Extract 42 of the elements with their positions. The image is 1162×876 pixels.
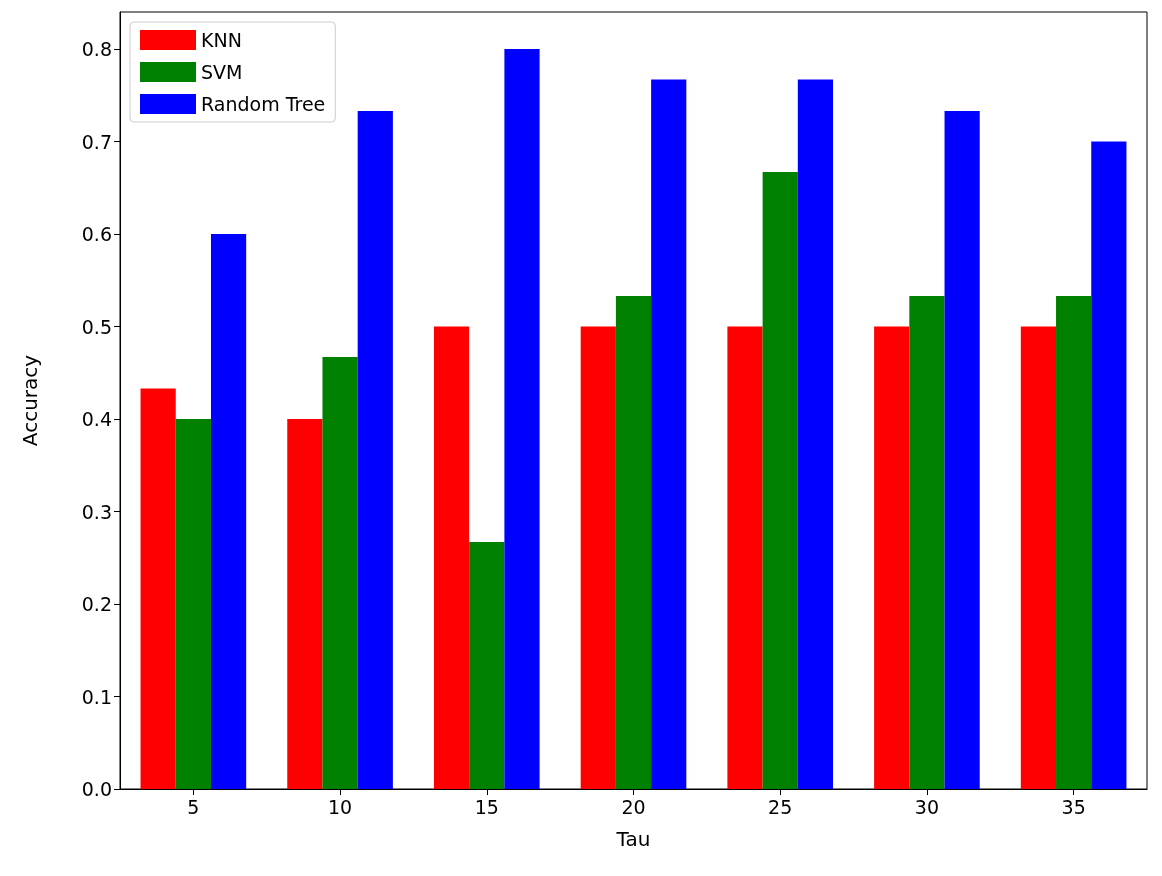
bar	[874, 326, 910, 789]
legend-label: KNN	[201, 29, 242, 51]
bar	[210, 234, 247, 789]
y-tick-label: 0.8	[81, 38, 112, 60]
y-tick-label: 0.2	[81, 593, 112, 615]
bar	[287, 419, 323, 789]
y-tick-label: 0.4	[81, 408, 112, 430]
bar	[580, 326, 616, 789]
x-tick-label: 15	[474, 795, 499, 818]
y-tick-label: 0.7	[81, 130, 112, 153]
x-axis-title: Tau	[615, 827, 651, 851]
bar	[433, 326, 470, 789]
x-tick-label: 30	[914, 795, 940, 818]
bar	[762, 172, 798, 789]
bar	[504, 49, 540, 789]
bar	[357, 110, 393, 789]
bar	[651, 79, 687, 789]
bar	[1020, 326, 1057, 789]
y-axis-title: Accuracy	[18, 354, 42, 447]
bar	[615, 295, 652, 789]
bar	[322, 357, 358, 789]
bar	[1091, 141, 1127, 789]
bar	[944, 110, 980, 789]
x-tick-label: 10	[327, 795, 353, 818]
bar	[1056, 295, 1092, 789]
bar	[797, 79, 834, 789]
bar	[909, 295, 945, 789]
x-tick-label: 25	[768, 795, 793, 818]
bar	[175, 419, 211, 789]
bar	[469, 542, 505, 789]
bar	[140, 388, 176, 789]
y-tick-label: 0.3	[81, 500, 112, 523]
x-tick-label: 5	[187, 795, 200, 818]
legend-label: Random Tree	[201, 93, 326, 115]
y-tick-label: 0.6	[81, 223, 112, 245]
x-tick-label: 35	[1061, 795, 1086, 818]
y-tick-label: 0.1	[81, 685, 112, 708]
legend-label: SVM	[201, 61, 243, 83]
x-tick-label: 20	[621, 795, 646, 818]
y-tick-label: 0.5	[81, 315, 112, 338]
y-tick-label: 0.0	[81, 778, 112, 800]
bar	[727, 326, 763, 789]
